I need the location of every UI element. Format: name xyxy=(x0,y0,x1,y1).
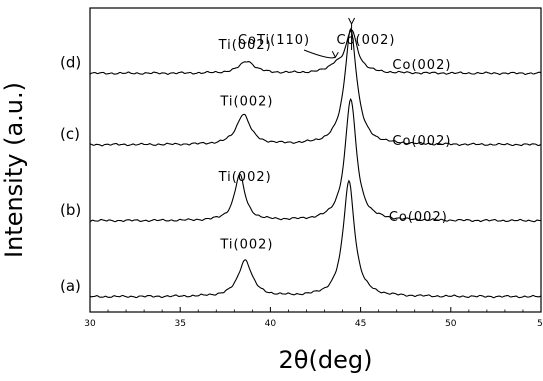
x-tick-label: 50 xyxy=(445,319,457,329)
x-tick-label: 40 xyxy=(265,319,277,329)
x-tick-label: 55 xyxy=(537,319,543,329)
x-tick-label: 45 xyxy=(355,319,366,329)
peak-annotation: Ti(002) xyxy=(218,170,272,185)
annotation-arrowhead xyxy=(348,17,356,26)
y-axis-title: Intensity (a.u.) xyxy=(0,82,28,258)
peak-annotation: Ti(002) xyxy=(218,38,272,53)
peak-annotation: Co(002) xyxy=(392,134,451,149)
x-tick-label: 35 xyxy=(174,319,185,329)
series-label: (d) xyxy=(60,54,81,72)
series-line xyxy=(89,179,542,299)
peak-annotation: CoTi(110) xyxy=(238,33,310,48)
plot-frame xyxy=(89,7,542,313)
series-label: (c) xyxy=(60,125,80,143)
peak-annotation: Co(002) xyxy=(389,210,448,225)
peak-annotation: Co(002) xyxy=(392,58,451,73)
series-label: (b) xyxy=(60,201,81,219)
annotation-arrow xyxy=(303,49,336,59)
peak-annotation: Ti(002) xyxy=(219,238,273,253)
x-tick-label: 30 xyxy=(84,319,96,329)
series-line xyxy=(89,29,542,75)
series-line xyxy=(89,97,542,223)
x-axis-title: 2θ(deg) xyxy=(279,346,373,374)
annotation-arrowhead xyxy=(331,51,339,59)
series-line xyxy=(89,27,542,147)
peak-annotation: Ti(002) xyxy=(219,94,273,109)
peak-annotation: Co(002) xyxy=(337,33,396,48)
series-label: (a) xyxy=(60,277,81,295)
